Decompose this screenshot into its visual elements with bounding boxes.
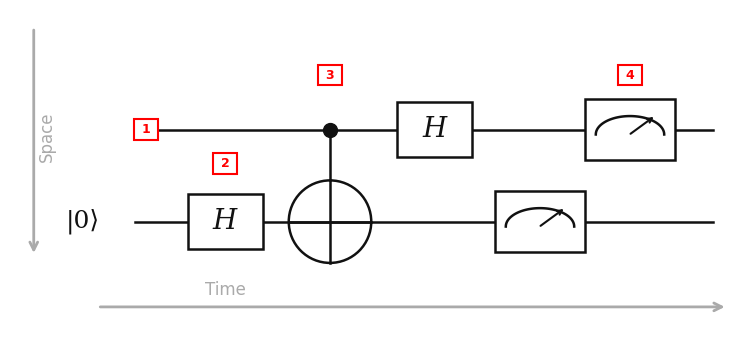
Text: |0⟩: |0⟩ xyxy=(65,209,100,234)
Text: 1: 1 xyxy=(142,123,151,136)
Text: 2: 2 xyxy=(220,157,230,170)
Bar xyxy=(134,119,158,140)
Text: H: H xyxy=(213,208,237,235)
Bar xyxy=(585,99,675,160)
Text: Space: Space xyxy=(38,111,56,162)
Bar xyxy=(398,102,472,157)
Text: Time: Time xyxy=(205,281,245,299)
Bar xyxy=(618,65,642,85)
Bar xyxy=(495,191,585,252)
Bar xyxy=(213,153,237,174)
Bar xyxy=(188,194,262,249)
Text: 3: 3 xyxy=(326,69,334,81)
Text: 4: 4 xyxy=(626,69,634,81)
Text: H: H xyxy=(423,116,447,143)
Bar xyxy=(318,65,342,85)
